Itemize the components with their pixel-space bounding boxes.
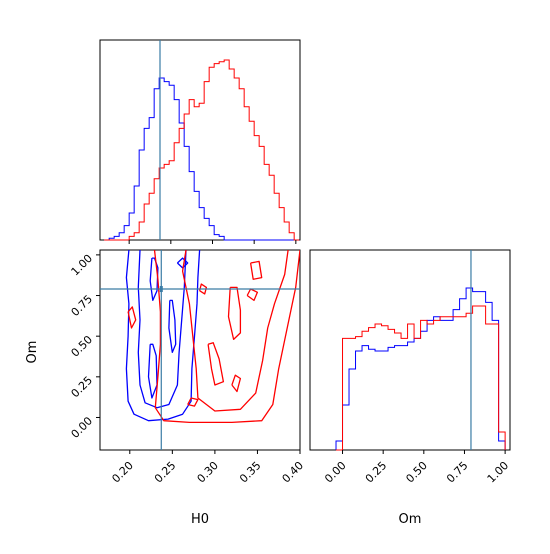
h0-xtick-label: 0.20 bbox=[109, 459, 136, 486]
contour-1-0 bbox=[153, 250, 300, 424]
om-xtick-label: 0.50 bbox=[403, 459, 430, 486]
om-ytick-label: 0.00 bbox=[69, 414, 96, 441]
h0-marginal-frame bbox=[99, 39, 301, 241]
h0-xtick-label: 0.25 bbox=[152, 459, 179, 486]
om-hist-series-0 bbox=[335, 287, 506, 450]
contour-lines bbox=[125, 250, 300, 424]
om-marginal-histograms bbox=[335, 250, 506, 451]
om-ytick-label: 0.25 bbox=[69, 374, 96, 401]
contour-1-4 bbox=[249, 260, 263, 280]
h0-om-contours bbox=[100, 250, 300, 450]
contour-0-4 bbox=[147, 343, 158, 399]
contour-panel-frame bbox=[99, 249, 301, 451]
contour-1-8 bbox=[231, 374, 242, 393]
truth-marker bbox=[159, 286, 163, 293]
om-hist-series-1 bbox=[336, 305, 506, 451]
contour-1-1 bbox=[181, 250, 289, 412]
om-ytick-label: 0.75 bbox=[69, 292, 96, 319]
contour-1-7 bbox=[127, 306, 137, 329]
h0-hist-series-0 bbox=[104, 77, 300, 241]
om-xtick-label: 1.00 bbox=[485, 459, 512, 486]
contour-0-2 bbox=[149, 257, 159, 302]
contour-0-3 bbox=[168, 299, 177, 354]
h0-hist-series-1 bbox=[104, 59, 300, 241]
x-axis-label-h0: H0 bbox=[191, 512, 209, 527]
contour-1-5 bbox=[246, 288, 259, 302]
contour-1-2 bbox=[207, 342, 225, 386]
h0-xtick-label: 0.40 bbox=[280, 459, 307, 486]
om-ytick-label: 1.00 bbox=[69, 252, 96, 279]
contour-0-5 bbox=[176, 257, 189, 269]
h0-marginal-histograms bbox=[104, 40, 300, 241]
om-xtick-label: 0.00 bbox=[322, 459, 349, 486]
axis-ticks: 0.20 0.25 0.30 0.35 0.40 0.00 0.25 0.50 0.75 1.00… bbox=[69, 240, 512, 486]
contour-1-3 bbox=[227, 286, 242, 341]
contour-0-0 bbox=[125, 250, 201, 422]
y-axis-label-om: Om bbox=[25, 341, 40, 364]
om-xtick-label: 0.75 bbox=[444, 459, 471, 486]
contour-1-9 bbox=[198, 283, 208, 295]
contour-0-1 bbox=[137, 250, 187, 409]
om-xtick-label: 0.25 bbox=[363, 459, 390, 486]
h0-xtick-label: 0.35 bbox=[237, 459, 264, 486]
contour-1-6 bbox=[187, 397, 199, 407]
om-marginal-frame bbox=[309, 249, 511, 451]
h0-xtick-label: 0.30 bbox=[194, 459, 221, 486]
om-ytick-label: 0.50 bbox=[69, 333, 96, 360]
x-axis-label-om: Om bbox=[399, 512, 422, 527]
